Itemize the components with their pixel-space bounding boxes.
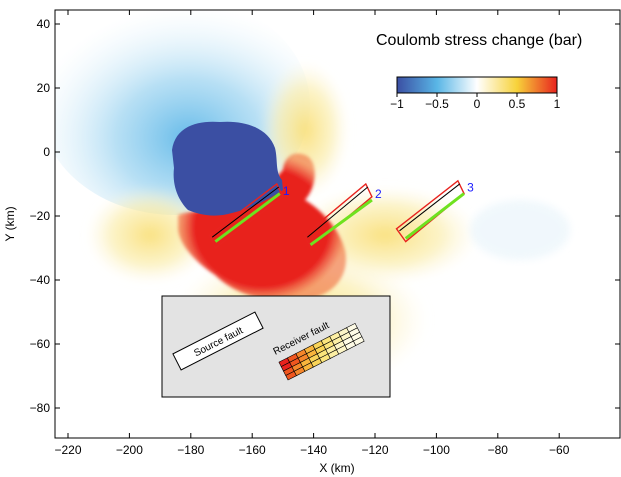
receiver-fault-number: 3 [467,181,474,195]
inset-source-fault-box [172,311,264,371]
inset-receiver-grid [278,322,365,381]
positive-stress-lobe-upper [260,60,350,200]
x-tick-label: −140 [300,443,327,457]
receiver-fault-top-edge [211,186,280,238]
x-tick-label: −120 [361,443,388,457]
x-axis-ticks [67,10,560,438]
negative-stress-core [172,121,283,216]
colorbar-tick-label: −0.5 [425,97,449,111]
inset-receiver-fault: Receiver fault [272,320,365,381]
y-axis-ticks [55,23,620,409]
x-tick-label: −60 [549,443,570,457]
y-tick-label: −40 [30,273,51,287]
y-tick-label: 20 [37,81,51,95]
x-tick-label: −200 [116,443,143,457]
chart-title: Coulomb stress change (bar) [376,32,582,49]
y-axis-tick-labels: −80 −60 −40 −20 0 20 40 [30,17,51,415]
receiver-fault-top-edge [307,186,369,238]
receiver-fault-outline [208,182,284,250]
receiver-fault-number: 2 [375,187,382,201]
x-tick-label: −180 [177,443,204,457]
receiver-fault-number: 1 [283,184,290,198]
inset-receiver-cell [353,336,365,346]
colorbar-tick-label: 0 [474,97,481,111]
y-tick-label: −80 [30,401,51,415]
receiver-fault-top-edge [399,183,461,232]
colorbar-tick-label: −1 [390,97,404,111]
x-axis-label: X (km) [319,461,354,475]
y-tick-label: −60 [30,337,51,351]
positive-stress-core [178,153,346,302]
stress-field [55,10,570,395]
inset-panel: Source fault Receiver fault [161,295,391,398]
receiver-fault-bottom-edge [214,192,281,243]
y-tick-label: −20 [30,209,51,223]
colorbar-tick-label: 0.5 [509,97,526,111]
colorbar [396,76,558,94]
colorbar-tick-label: 1 [554,97,561,111]
x-tick-label: −100 [423,443,450,457]
x-tick-label: −160 [239,443,266,457]
y-axis-label: Y (km) [3,206,17,241]
receiver-fault-bottom-edge [404,192,465,240]
y-tick-label: 0 [43,145,50,159]
x-axis-tick-labels: −220 −200 −180 −160 −140 −120 −100 −80 −60 [54,443,569,457]
y-tick-label: 40 [37,17,51,31]
positive-stress-lobe-left [85,185,215,285]
receiver-faults: 1 2 3 [208,179,474,250]
x-tick-label: −220 [54,443,81,457]
receiver-fault-bottom-edge [309,198,373,247]
receiver-fault-outline [303,182,373,250]
negative-stress-lobe-far [470,200,570,260]
colorbar-ticks: −1 −0.5 0 0.5 1 [390,93,561,111]
plot-frame [54,9,621,439]
x-tick-label: −80 [488,443,509,457]
